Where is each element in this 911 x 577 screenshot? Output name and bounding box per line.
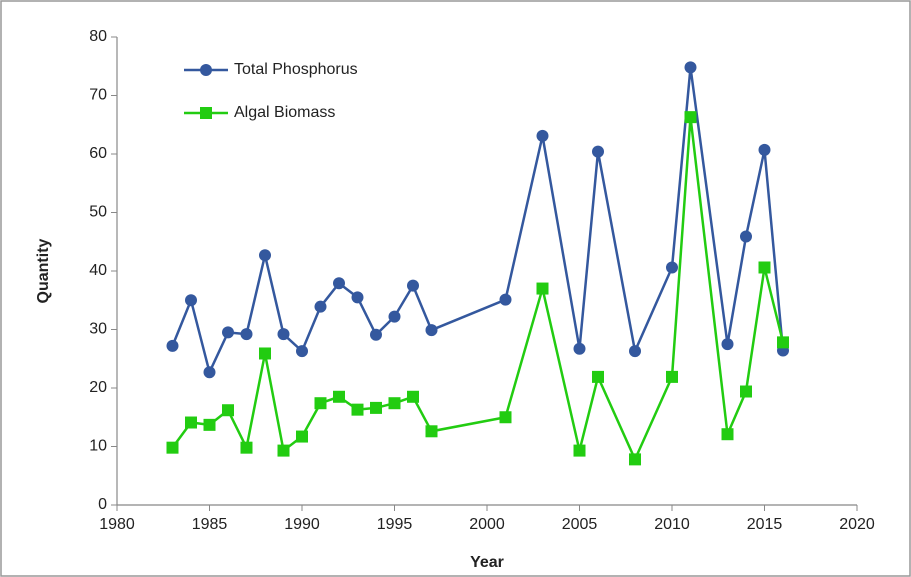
data-point: [536, 129, 549, 142]
data-point: [592, 145, 604, 158]
data-point: [777, 336, 789, 349]
data-point: [259, 347, 271, 360]
x-tick-label: 1980: [99, 516, 135, 533]
data-point: [684, 111, 697, 124]
data-point: [407, 279, 419, 292]
data-point: [740, 230, 752, 243]
x-tick-label: 1990: [284, 516, 320, 533]
data-point: [370, 328, 382, 341]
x-tick-label: 1985: [192, 516, 228, 533]
series-line: [171, 67, 785, 376]
data-point: [166, 339, 179, 352]
data-point: [185, 416, 197, 429]
data-point: [222, 404, 234, 417]
series-line: [171, 117, 785, 463]
legend-label: Total Phosphorus: [234, 61, 358, 78]
data-point: [388, 397, 401, 410]
y-tick-label: 80: [89, 28, 107, 45]
data-point: [222, 326, 234, 339]
data-point: [333, 277, 345, 290]
data-point: [185, 294, 197, 307]
x-tick-label: 2015: [747, 516, 783, 533]
y-tick-label: 30: [89, 321, 107, 338]
data-point: [499, 411, 512, 424]
data-point: [684, 61, 697, 74]
data-point: [240, 328, 253, 341]
x-tick-label: 2005: [562, 516, 598, 533]
data-point: [277, 444, 290, 457]
y-tick-label: 0: [98, 496, 107, 513]
data-point: [277, 328, 290, 341]
data-point: [666, 261, 678, 274]
data-point: [425, 425, 438, 438]
legend-marker: [200, 107, 212, 119]
data-point: [721, 338, 734, 351]
data-point: [740, 385, 752, 398]
data-point: [758, 261, 771, 274]
data-point: [758, 143, 771, 156]
data-point: [425, 324, 438, 337]
data-point: [203, 418, 216, 431]
x-axis-label: Year: [470, 554, 504, 571]
x-tick-label: 2010: [654, 516, 690, 533]
data-point: [166, 441, 179, 454]
data-point: [351, 403, 364, 416]
data-point: [573, 444, 586, 457]
data-point: [314, 300, 327, 313]
data-point: [314, 397, 327, 410]
y-tick-label: 20: [89, 379, 107, 396]
data-point: [370, 401, 382, 414]
y-tick-label: 60: [89, 145, 107, 162]
legend-marker: [200, 64, 212, 76]
data-point: [536, 282, 549, 295]
data-point: [388, 310, 401, 323]
data-point: [629, 345, 641, 358]
x-tick-label: 2020: [839, 516, 875, 533]
data-point: [296, 345, 308, 358]
data-point: [629, 453, 641, 466]
x-tick-label: 1995: [377, 516, 413, 533]
data-point: [721, 428, 734, 441]
data-point: [407, 390, 419, 403]
data-point: [296, 430, 308, 443]
y-axis-label: Quantity: [35, 238, 52, 303]
y-tick-label: 70: [89, 87, 107, 104]
x-tick-label: 2000: [469, 516, 505, 533]
data-point: [333, 390, 345, 403]
y-tick-label: 50: [89, 204, 107, 221]
data-point: [573, 342, 586, 355]
data-point: [592, 370, 604, 383]
y-tick-label: 10: [89, 438, 107, 455]
data-point: [203, 366, 216, 379]
data-point: [666, 370, 678, 383]
y-tick-label: 40: [89, 262, 107, 279]
data-point: [259, 249, 271, 262]
data-point: [240, 441, 253, 454]
legend-label: Algal Biomass: [234, 104, 335, 121]
data-point: [499, 293, 512, 306]
data-point: [351, 291, 364, 304]
